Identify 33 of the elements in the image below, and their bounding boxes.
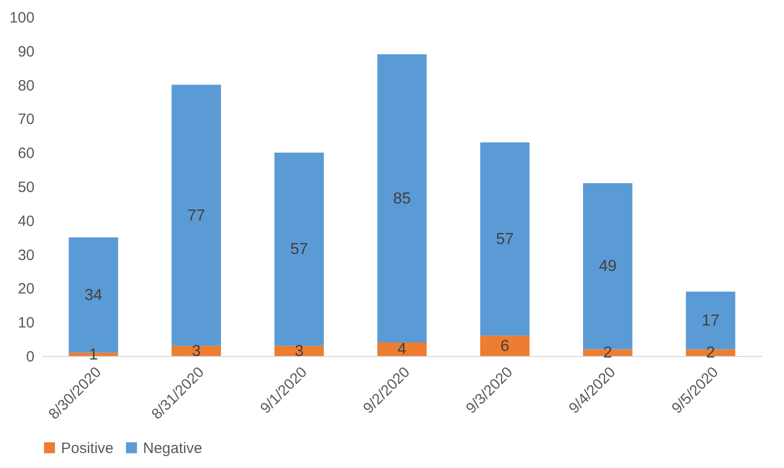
y-tick-label: 60	[18, 145, 34, 162]
data-label: 85	[393, 190, 411, 208]
y-tick-label: 70	[18, 111, 34, 128]
y-tick-label: 90	[18, 43, 34, 60]
legend-label: Positive	[61, 440, 114, 457]
bar	[480, 336, 530, 356]
y-tick-label: 80	[18, 77, 34, 94]
bar	[172, 346, 221, 356]
y-tick-label: 10	[18, 314, 34, 332]
data-label: 6	[500, 338, 510, 355]
y-tick-label: 100	[9, 10, 34, 26]
y-tick-label: 50	[18, 179, 34, 196]
data-label: 49	[598, 258, 617, 276]
data-label: 34	[84, 286, 102, 304]
data-label: 57	[290, 241, 308, 258]
data-label: 3	[192, 342, 201, 360]
bar	[274, 152, 324, 346]
legend-label: Negative	[143, 440, 202, 457]
data-label: 77	[187, 207, 206, 224]
data-label: 57	[496, 231, 514, 248]
y-tick-label: 40	[18, 212, 34, 230]
y-tick-label: 0	[26, 348, 34, 366]
data-label: 17	[702, 312, 720, 330]
bar	[172, 84, 221, 346]
data-label: 1	[88, 346, 98, 364]
data-label: 3	[294, 342, 304, 360]
bar	[377, 342, 427, 356]
bar	[274, 346, 324, 356]
y-tick-label: 20	[18, 280, 34, 298]
bar	[480, 142, 530, 336]
bar	[377, 54, 427, 342]
data-label: 4	[398, 341, 407, 358]
y-tick-label: 30	[18, 246, 34, 264]
